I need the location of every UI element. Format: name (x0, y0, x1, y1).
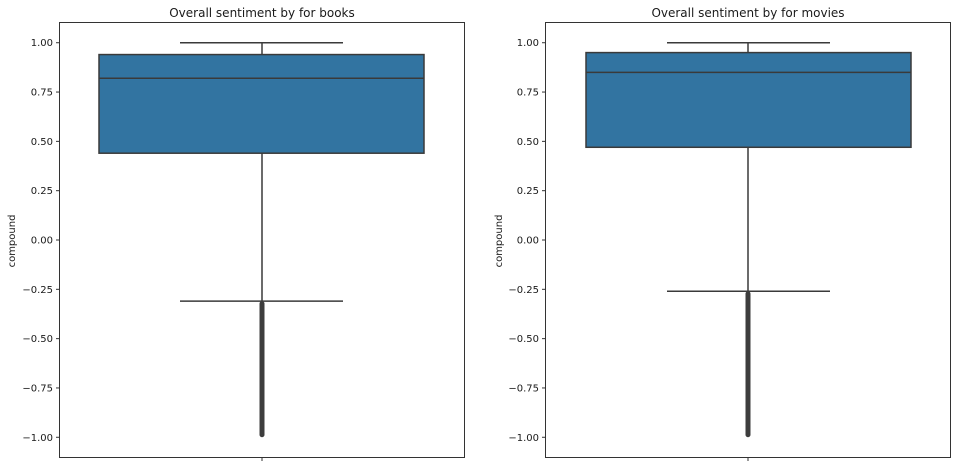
chart-movies-iqr-box (585, 51, 912, 149)
chart-books-ytick-label: −0.50 (22, 334, 53, 345)
chart-movies-ytick-label: −0.75 (508, 383, 539, 394)
chart-movies-ytick-label: −1.00 (508, 433, 539, 444)
chart-books-ytick-label: 0.75 (31, 88, 53, 99)
chart-movies-ytick-label: 0.50 (517, 137, 539, 148)
chart-books-iqr-box (98, 53, 425, 154)
chart-movies-ytick-label: −0.25 (508, 285, 539, 296)
chart-books-outliers (259, 301, 265, 438)
chart-books-ytick-label: −1.00 (22, 433, 53, 444)
chart-movies: Overall sentiment by for movies compound… (494, 6, 951, 461)
chart-books-ytick-label: 0.00 (31, 236, 53, 247)
chart-movies-ytick-label: 0.75 (517, 88, 539, 99)
chart-books-ytick-label: 0.25 (31, 186, 53, 197)
chart-books-ytick-label: 0.50 (31, 137, 53, 148)
chart-movies-outliers (745, 291, 751, 438)
chart-movies-ytick-label: 0.25 (517, 186, 539, 197)
chart-movies-ytick-label: 0.00 (517, 236, 539, 247)
chart-movies-title: Overall sentiment by for movies (651, 6, 844, 20)
chart-books-title: Overall sentiment by for books (169, 6, 355, 20)
chart-movies-ylabel: compound (494, 215, 505, 268)
chart-movies-ytick-label: 1.00 (517, 38, 539, 49)
chart-books-ytick-label: −0.75 (22, 383, 53, 394)
chart-books-ytick-label: −0.25 (22, 285, 53, 296)
chart-movies-ytick-label: −0.50 (508, 334, 539, 345)
chart-books-ylabel: compound (7, 215, 18, 268)
chart-books-y-axis: 1.00 0.75 0.50 0.25 0.00 −0.25 −0.50 −0.75 −1.00 (22, 38, 263, 461)
chart-books-box (98, 41, 425, 438)
chart-movies-box (585, 41, 912, 438)
chart-movies-y-axis: 1.00 0.75 0.50 0.25 0.00 −0.25 −0.50 −0.75 −1.00 (508, 38, 749, 461)
chart-books: Overall sentiment by for books compound … (7, 6, 465, 461)
chart-books-ytick-label: 1.00 (31, 38, 53, 49)
